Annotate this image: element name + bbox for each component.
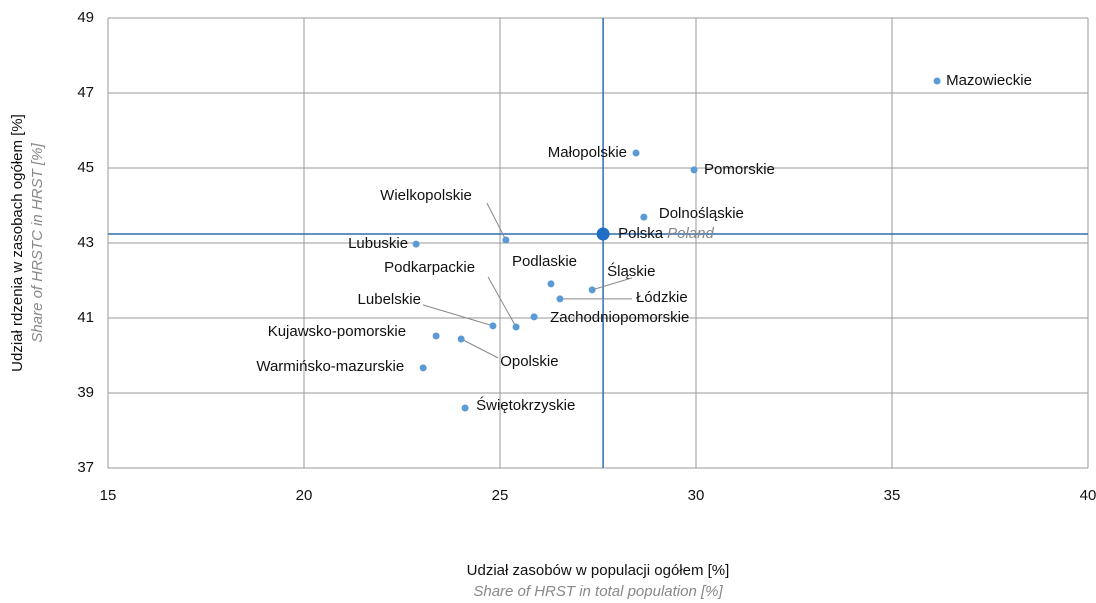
x-tick-label: 35: [884, 487, 901, 504]
leader-line: [591, 277, 633, 291]
x-tick-label: 40: [1080, 487, 1096, 504]
point: [556, 295, 564, 303]
point-label: Śląskie: [607, 262, 655, 280]
x-tick-label: 30: [688, 487, 705, 504]
reference-point: [596, 227, 610, 241]
y-axis-subtitle: Share of HRSTC in HRST [%]: [29, 143, 46, 343]
reference-label-en: Poland: [667, 225, 714, 242]
reference-label-pl: Polska: [618, 225, 664, 242]
x-tick-label: 25: [492, 487, 509, 504]
point-label: Zachodniopomorskie: [550, 309, 689, 326]
y-tick-label: 43: [77, 234, 94, 251]
point-label: Pomorskie: [704, 161, 775, 178]
y-tick-label: 39: [77, 384, 94, 401]
point-label: Lubuskie: [348, 235, 408, 252]
point: [512, 323, 520, 331]
point: [933, 77, 941, 85]
x-axis-subtitle: Share of HRST in total population [%]: [473, 583, 723, 600]
point: [489, 322, 497, 330]
y-axis-title: Udział rdzenia w zasobach ogółem [%]: [9, 114, 26, 372]
point-label: Mazowieckie: [946, 72, 1032, 89]
point: [640, 213, 648, 221]
x-tick-label: 15: [100, 487, 117, 504]
y-tick-label: 45: [77, 159, 94, 176]
x-tick-label: 20: [296, 487, 313, 504]
point: [419, 364, 427, 372]
point: [530, 313, 538, 321]
point-label: Podlaskie: [512, 253, 577, 270]
point: [547, 280, 555, 288]
point-label: Opolskie: [500, 353, 558, 370]
leader-line: [422, 304, 494, 327]
y-tick-label: 41: [77, 309, 94, 326]
point-label: Warmińsko-mazurskie: [256, 358, 404, 375]
x-axis-title: Udział zasobów w populacji ogółem [%]: [467, 562, 730, 579]
point: [588, 286, 596, 294]
y-tick-label: 37: [77, 459, 94, 476]
point: [412, 240, 420, 248]
point-label: Podkarpackie: [384, 259, 475, 276]
point: [457, 335, 465, 343]
reference-label: Polska Poland: [618, 225, 714, 242]
point: [632, 149, 640, 157]
point: [432, 332, 440, 340]
point-label: Kujawsko-pomorskie: [268, 323, 406, 340]
y-tick-label: 47: [77, 84, 94, 101]
leader-line: [460, 338, 499, 359]
point-label: Wielkopolskie: [380, 187, 472, 204]
point-label: Łódzkie: [636, 289, 688, 306]
point: [690, 166, 698, 174]
point-label: Lubelskie: [358, 291, 421, 308]
point: [502, 236, 510, 244]
point: [461, 404, 469, 412]
leader-line: [487, 276, 517, 328]
point-label: Małopolskie: [548, 144, 627, 161]
leader-line: [486, 202, 507, 241]
point-label: Dolnośląskie: [659, 205, 744, 222]
y-tick-label: 49: [77, 9, 94, 26]
point-label: Świętokrzyskie: [476, 396, 575, 414]
